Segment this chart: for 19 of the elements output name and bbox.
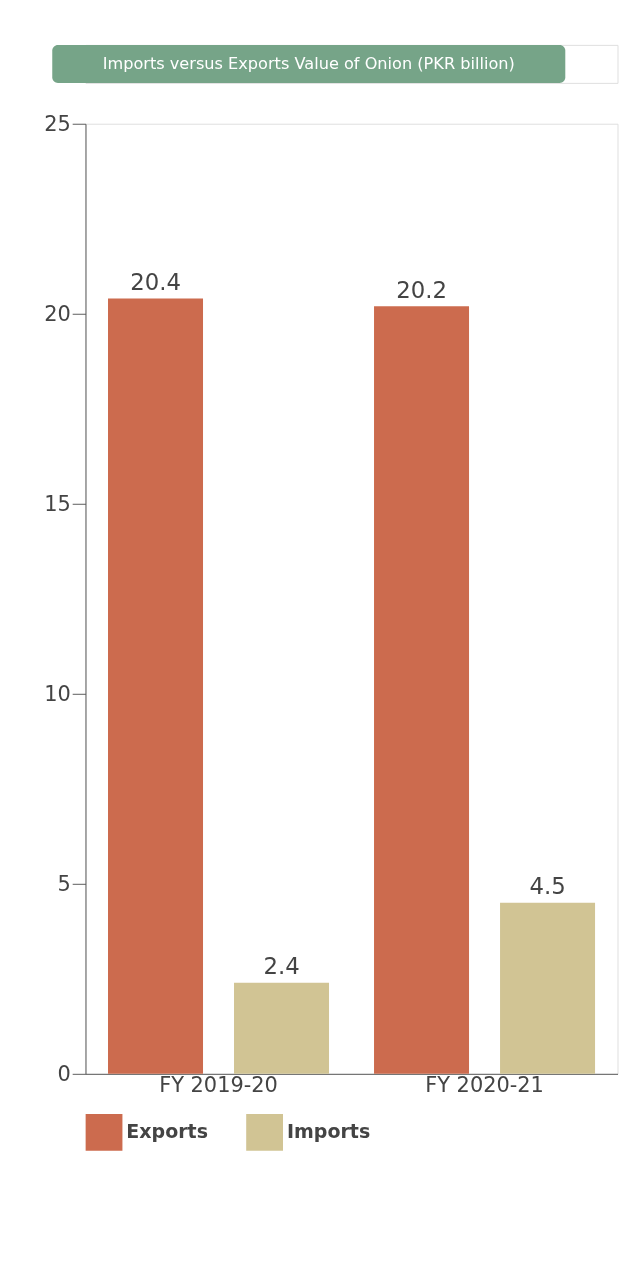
data-label: 20.2	[396, 276, 447, 303]
y-tick-label: 0	[57, 1061, 71, 1086]
y-tick-label: 10	[44, 681, 71, 706]
y-tick-label: 20	[44, 301, 71, 326]
x-tick-label: FY 2019-20	[159, 1073, 278, 1098]
y-tick-label: 15	[44, 491, 71, 516]
bar	[234, 982, 330, 1074]
bar	[108, 298, 204, 1074]
legend-label: Imports	[286, 1120, 371, 1143]
bar	[500, 902, 596, 1074]
data-label: 2.4	[263, 953, 300, 980]
y-tick-label: 25	[44, 111, 71, 136]
chart-title: Imports versus Exports Value of Onion (PKR billion)	[102, 53, 515, 73]
data-label: 20.4	[130, 269, 181, 296]
legend-label: Exports	[126, 1120, 209, 1143]
bar	[374, 306, 470, 1074]
y-tick-label: 5	[57, 871, 71, 896]
x-tick-label: FY 2020-21	[425, 1073, 544, 1098]
data-label: 4.5	[529, 873, 566, 900]
